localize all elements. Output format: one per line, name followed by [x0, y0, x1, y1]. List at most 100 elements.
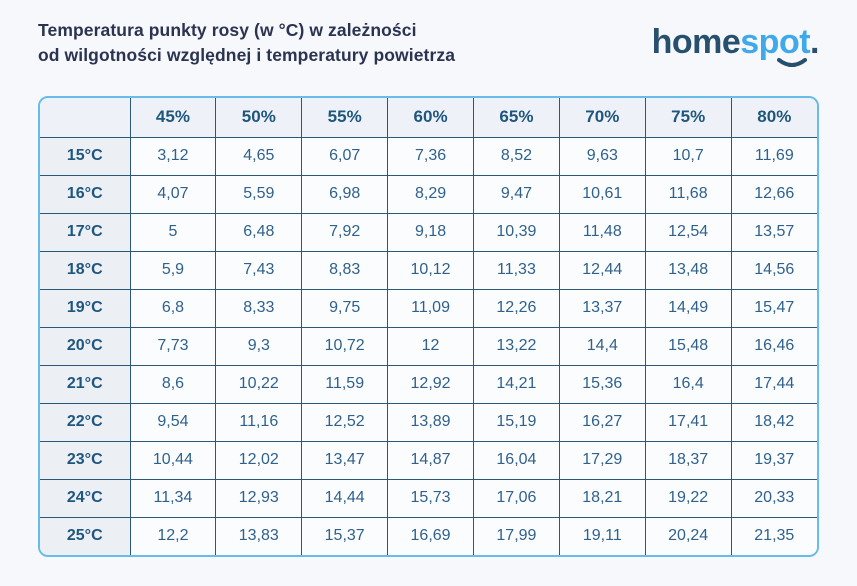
value-cell: 12,66 [730, 174, 817, 214]
value-cell: 11,69 [730, 136, 817, 176]
dew-point-table: 45% 50% 55% 60% 65% 70% 75% 80% 15°C 3,12 4,65 6,0… [40, 98, 817, 555]
header-row: 45% 50% 55% 60% 65% 70% 75% 80% [40, 98, 817, 138]
value-cell: 11,48 [558, 212, 646, 252]
table-row: 20°C 7,73 9,3 10,72 12 13,22 14,4 15,48 16,46 [40, 326, 817, 366]
column-header: 75% [644, 98, 732, 138]
value-cell: 13,22 [473, 326, 560, 366]
table-row: 25°C 12,2 13,83 15,37 16,69 17,99 19,11 20,24 21… [40, 516, 817, 555]
value-cell: 10,39 [473, 212, 560, 252]
table-row: 23°C 10,44 12,02 13,47 14,87 16,04 17,29 18,37 1… [40, 440, 817, 480]
value-cell: 15,47 [730, 288, 817, 328]
value-cell: 10,44 [129, 440, 217, 480]
row-header: 20°C [40, 326, 131, 366]
value-cell: 11,59 [301, 364, 389, 404]
value-cell: 12,2 [129, 516, 217, 555]
value-cell: 15,19 [473, 402, 560, 442]
value-cell: 9,54 [129, 402, 217, 442]
value-cell: 12,93 [215, 478, 303, 518]
logo-text-spot: spot [740, 23, 811, 61]
column-header: 80% [730, 98, 817, 138]
dew-point-table-card: 45% 50% 55% 60% 65% 70% 75% 80% 15°C 3,12 4,65 6,0… [38, 96, 819, 557]
value-cell: 8,83 [301, 250, 389, 290]
value-cell: 10,7 [644, 136, 732, 176]
value-cell: 11,34 [129, 478, 217, 518]
value-cell: 18,21 [558, 478, 646, 518]
value-cell: 15,48 [644, 326, 732, 366]
value-cell: 11,68 [644, 174, 732, 214]
table-row: 15°C 3,12 4,65 6,07 7,36 8,52 9,63 10,7 11,69 [40, 136, 817, 176]
logo-smile-icon [777, 58, 807, 68]
value-cell: 15,73 [387, 478, 474, 518]
row-header: 16°C [40, 174, 131, 214]
value-cell: 21,35 [730, 516, 817, 555]
value-cell: 17,29 [558, 440, 646, 480]
header: Temperatura punkty rosy (w °C) w zależno… [38, 18, 819, 68]
value-cell: 12,54 [644, 212, 732, 252]
table-row: 16°C 4,07 5,59 6,98 8,29 9,47 10,61 11,68 12,66 [40, 174, 817, 214]
row-header: 24°C [40, 478, 131, 518]
value-cell: 17,06 [473, 478, 560, 518]
value-cell: 12,44 [558, 250, 646, 290]
value-cell: 14,44 [301, 478, 389, 518]
value-cell: 16,4 [644, 364, 732, 404]
value-cell: 4,07 [129, 174, 217, 214]
value-cell: 8,29 [387, 174, 474, 214]
value-cell: 12,02 [215, 440, 303, 480]
row-header: 18°C [40, 250, 131, 290]
row-header: 22°C [40, 402, 131, 442]
value-cell: 13,48 [644, 250, 732, 290]
row-header: 21°C [40, 364, 131, 404]
value-cell: 19,37 [730, 440, 817, 480]
value-cell: 19,11 [558, 516, 646, 555]
value-cell: 14,49 [644, 288, 732, 328]
value-cell: 10,12 [387, 250, 474, 290]
logo-period: . [810, 23, 819, 61]
value-cell: 8,33 [215, 288, 303, 328]
value-cell: 9,3 [215, 326, 303, 366]
value-cell: 18,37 [644, 440, 732, 480]
table-row: 17°C 5 6,48 7,92 9,18 10,39 11,48 12,54 13,57 [40, 212, 817, 252]
value-cell: 16,46 [730, 326, 817, 366]
value-cell: 10,72 [301, 326, 389, 366]
value-cell: 12 [387, 326, 474, 366]
row-header: 15°C [40, 136, 131, 176]
value-cell: 11,09 [387, 288, 474, 328]
value-cell: 7,36 [387, 136, 474, 176]
column-header: 55% [301, 98, 389, 138]
value-cell: 4,65 [215, 136, 303, 176]
corner-cell [40, 98, 131, 138]
logo-text-home: home [651, 23, 741, 61]
value-cell: 3,12 [129, 136, 217, 176]
value-cell: 12,26 [473, 288, 560, 328]
value-cell: 17,44 [730, 364, 817, 404]
value-cell: 19,22 [644, 478, 732, 518]
value-cell: 17,99 [473, 516, 560, 555]
column-header: 45% [129, 98, 217, 138]
value-cell: 13,57 [730, 212, 817, 252]
value-cell: 13,47 [301, 440, 389, 480]
value-cell: 20,24 [644, 516, 732, 555]
table-row: 24°C 11,34 12,93 14,44 15,73 17,06 18,21 19,22 2… [40, 478, 817, 518]
value-cell: 14,87 [387, 440, 474, 480]
value-cell: 5 [129, 212, 217, 252]
row-header: 25°C [40, 516, 131, 555]
table-row: 19°C 6,8 8,33 9,75 11,09 12,26 13,37 14,49 15,47 [40, 288, 817, 328]
table-row: 22°C 9,54 11,16 12,52 13,89 15,19 16,27 17,41 18… [40, 402, 817, 442]
value-cell: 13,37 [558, 288, 646, 328]
value-cell: 7,73 [129, 326, 217, 366]
value-cell: 10,22 [215, 364, 303, 404]
value-cell: 12,92 [387, 364, 474, 404]
value-cell: 16,69 [387, 516, 474, 555]
value-cell: 16,04 [473, 440, 560, 480]
value-cell: 7,92 [301, 212, 389, 252]
homespot-logo: homespot. [651, 23, 819, 68]
value-cell: 6,48 [215, 212, 303, 252]
row-header: 23°C [40, 440, 131, 480]
value-cell: 14,4 [558, 326, 646, 366]
value-cell: 11,16 [215, 402, 303, 442]
value-cell: 13,89 [387, 402, 474, 442]
value-cell: 11,33 [473, 250, 560, 290]
table-row: 18°C 5,9 7,43 8,83 10,12 11,33 12,44 13,48 14,56 [40, 250, 817, 290]
value-cell: 13,83 [215, 516, 303, 555]
